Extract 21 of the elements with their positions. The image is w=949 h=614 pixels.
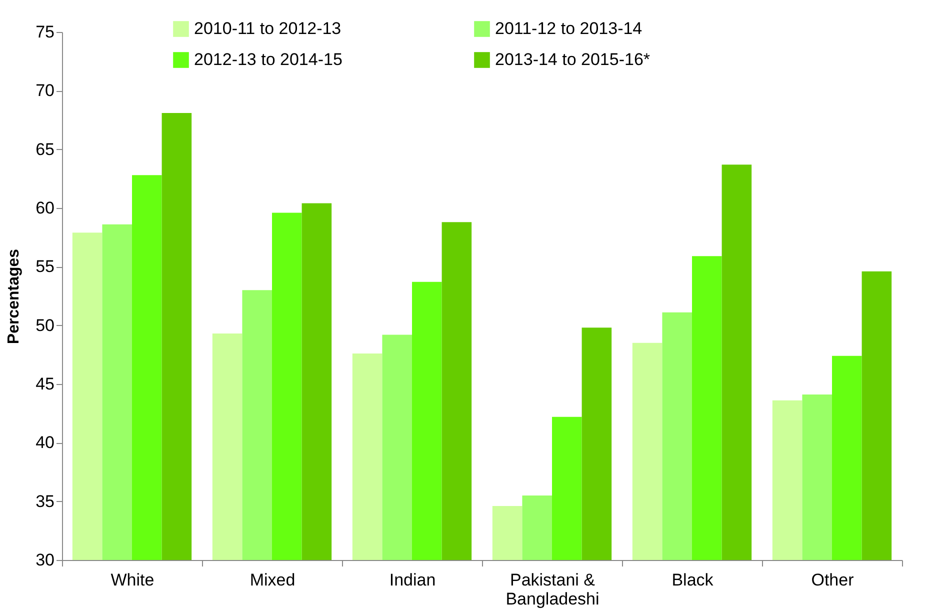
y-tick-label: 70 (36, 81, 54, 100)
y-axis-title: Percentages (6, 248, 23, 344)
legend-label: 2012-13 to 2014-15 (194, 50, 342, 69)
y-tick-label: 30 (36, 550, 54, 570)
x-tick-label: Mixed (250, 570, 296, 590)
y-tick-label: 50 (36, 316, 54, 335)
x-tick-label: White (110, 570, 154, 590)
legend-label: 2013-14 to 2015-16* (495, 50, 650, 69)
x-tick-label: Other (811, 570, 854, 590)
y-tick-label: 45 (36, 374, 54, 394)
y-tick-label: 65 (36, 140, 54, 159)
y-tick-label: 60 (36, 198, 54, 218)
y-tick-label: 40 (36, 433, 54, 452)
legend-label: 2010-11 to 2012-13 (194, 19, 342, 38)
x-tick-label: Black (672, 570, 714, 590)
y-tick-label: 75 (36, 22, 54, 42)
legend-label: 2011-12 to 2013-14 (495, 19, 642, 38)
x-tick-label: Indian (389, 570, 436, 590)
x-tick-label: Pakistani & Bangladeshi (506, 570, 600, 608)
y-tick-label: 55 (36, 257, 54, 276)
y-tick-label: 35 (36, 492, 54, 511)
